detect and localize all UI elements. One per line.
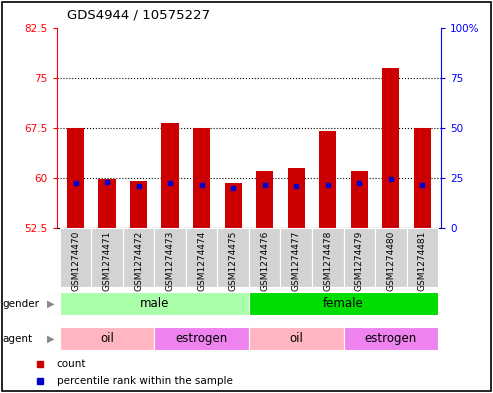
Text: GSM1274471: GSM1274471 <box>103 231 111 291</box>
Text: GSM1274481: GSM1274481 <box>418 231 427 291</box>
Text: male: male <box>140 297 169 310</box>
Text: GSM1274475: GSM1274475 <box>229 231 238 291</box>
Text: estrogen: estrogen <box>176 332 228 345</box>
Text: percentile rank within the sample: percentile rank within the sample <box>57 376 233 386</box>
Bar <box>130 181 147 228</box>
FancyBboxPatch shape <box>123 228 154 287</box>
Text: GDS4944 / 10575227: GDS4944 / 10575227 <box>67 9 210 22</box>
Text: ▶: ▶ <box>47 334 54 344</box>
Text: agent: agent <box>2 334 33 344</box>
Text: gender: gender <box>2 299 39 309</box>
FancyBboxPatch shape <box>281 228 312 287</box>
FancyBboxPatch shape <box>249 228 281 287</box>
FancyBboxPatch shape <box>154 327 249 351</box>
Text: GSM1274470: GSM1274470 <box>71 231 80 291</box>
Bar <box>382 68 399 228</box>
Text: count: count <box>57 359 86 369</box>
FancyBboxPatch shape <box>407 228 438 287</box>
FancyBboxPatch shape <box>375 228 407 287</box>
Text: oil: oil <box>100 332 114 345</box>
Bar <box>162 123 179 228</box>
Text: female: female <box>323 297 364 310</box>
Text: GSM1274476: GSM1274476 <box>260 231 269 291</box>
FancyBboxPatch shape <box>344 327 438 351</box>
Bar <box>287 168 305 228</box>
Text: GSM1274472: GSM1274472 <box>134 231 143 291</box>
FancyBboxPatch shape <box>60 327 154 351</box>
Bar <box>99 179 116 228</box>
Bar <box>193 128 211 228</box>
Text: estrogen: estrogen <box>365 332 417 345</box>
Text: GSM1274473: GSM1274473 <box>166 231 175 291</box>
Text: GSM1274478: GSM1274478 <box>323 231 332 291</box>
Text: GSM1274479: GSM1274479 <box>355 231 364 291</box>
Text: oil: oil <box>289 332 303 345</box>
Bar <box>67 128 84 228</box>
FancyBboxPatch shape <box>60 292 249 315</box>
FancyBboxPatch shape <box>91 228 123 287</box>
Text: GSM1274477: GSM1274477 <box>292 231 301 291</box>
Bar <box>319 131 336 228</box>
FancyBboxPatch shape <box>186 228 217 287</box>
FancyBboxPatch shape <box>60 228 91 287</box>
FancyBboxPatch shape <box>249 292 438 315</box>
Bar <box>256 171 274 228</box>
Bar <box>414 128 431 228</box>
Bar <box>224 183 242 228</box>
Text: GSM1274474: GSM1274474 <box>197 231 206 291</box>
Text: ▶: ▶ <box>47 299 54 309</box>
FancyBboxPatch shape <box>344 228 375 287</box>
Text: GSM1274480: GSM1274480 <box>387 231 395 291</box>
FancyBboxPatch shape <box>217 228 249 287</box>
Bar <box>351 171 368 228</box>
FancyBboxPatch shape <box>249 327 344 351</box>
FancyBboxPatch shape <box>312 228 344 287</box>
FancyBboxPatch shape <box>154 228 186 287</box>
